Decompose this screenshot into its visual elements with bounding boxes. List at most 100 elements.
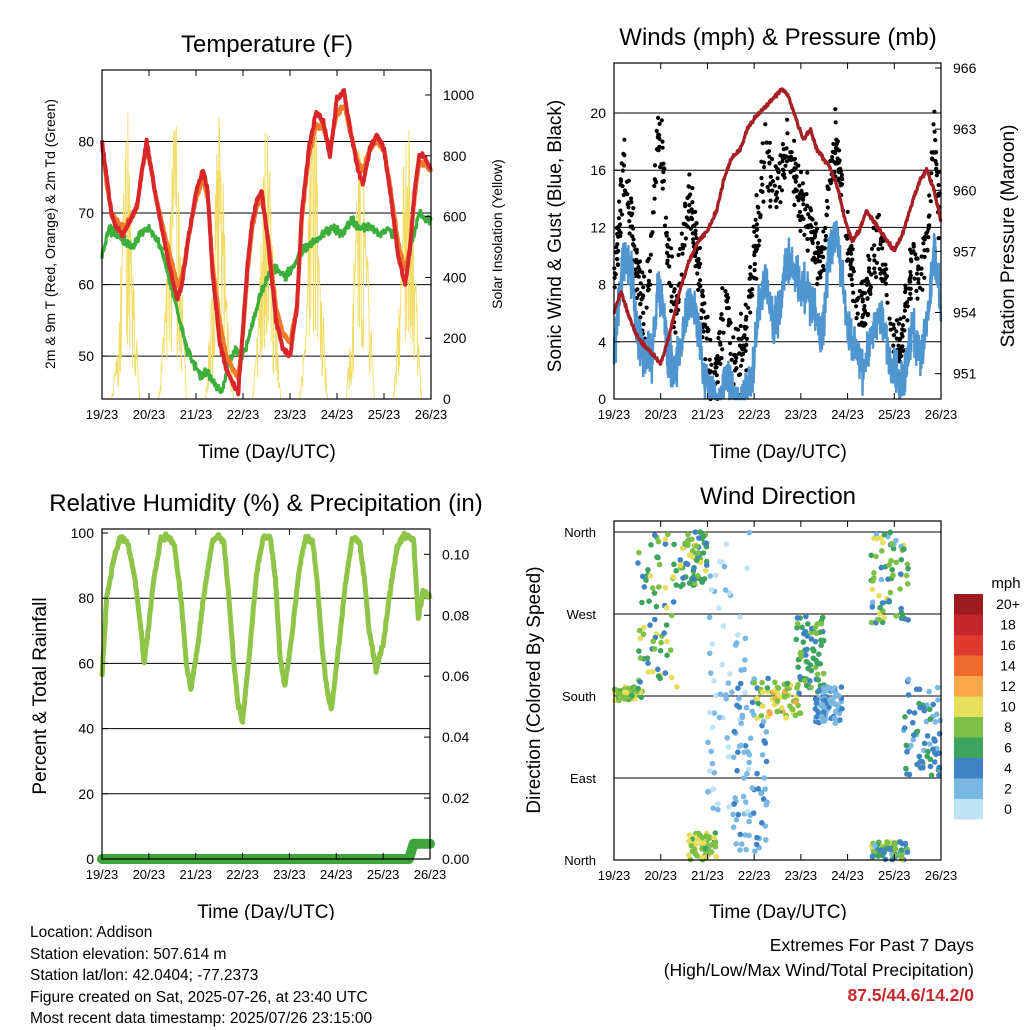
direction-point (737, 831, 744, 838)
direction-point (904, 561, 911, 568)
gust-point (615, 257, 620, 262)
gust-point (916, 264, 921, 269)
gust-point (802, 232, 807, 237)
direction-point (742, 635, 749, 642)
gust-point (820, 255, 826, 260)
gust-point (709, 362, 714, 367)
gust-point (837, 148, 842, 153)
gust-point (914, 271, 920, 276)
gust-point (798, 218, 803, 223)
gust-point (838, 181, 843, 186)
direction-point (804, 646, 810, 653)
gust-point (793, 161, 798, 166)
direction-point (819, 701, 826, 708)
gust-point (634, 250, 639, 255)
gust-point (618, 208, 623, 213)
direction-point (872, 842, 878, 849)
direction-point (796, 690, 802, 696)
winds-panel: Winds (mph) & Pressure (mb) 0 4 8 12 16 20 951… (545, 24, 1019, 463)
gust-point (618, 233, 623, 239)
direction-point (897, 586, 903, 592)
gust-point (753, 248, 758, 253)
direction-point (747, 735, 754, 742)
gust-point (897, 337, 902, 343)
direction-point (725, 680, 732, 686)
gust-point (869, 272, 874, 277)
gust-point (698, 283, 703, 288)
temperature-ylabel-left: 2m & 9m T (Red, Orange) & 2m Td (Green) (42, 99, 58, 369)
speed-legend-title: mph (991, 575, 1020, 592)
direction-point (722, 587, 729, 593)
direction-point (702, 845, 709, 852)
y-tick-label-right: 963 (953, 121, 977, 137)
gust-point (690, 200, 695, 205)
direction-point (663, 622, 670, 628)
gust-point (837, 158, 842, 163)
direction-point (886, 562, 892, 568)
gust-point (932, 109, 937, 114)
gust-point (622, 137, 627, 142)
direction-point (914, 728, 921, 735)
y-tick-label-right: 951 (953, 366, 977, 382)
direction-point (803, 682, 810, 689)
gust-point (728, 351, 733, 356)
gust-point (879, 276, 884, 281)
gust-point (718, 316, 724, 321)
gust-point (845, 209, 850, 214)
gust-point (796, 213, 801, 219)
direction-point (662, 536, 668, 543)
direction-point (693, 557, 700, 563)
x-tick-label: 21/23 (691, 407, 724, 422)
y-tick-label: 16 (590, 162, 606, 178)
gust-point (792, 138, 797, 143)
y-tick-label-right: 0.02 (442, 790, 469, 806)
direction-point (667, 647, 674, 653)
direction-point (927, 716, 934, 722)
direction-point (893, 613, 899, 619)
direction-point (655, 666, 661, 673)
direction-point (690, 576, 697, 582)
direction-point (743, 846, 749, 853)
gust-point (876, 247, 881, 252)
gust-point (693, 264, 698, 269)
direction-point (899, 613, 906, 620)
direction-point (671, 541, 677, 548)
x-tick-label: 26/23 (414, 867, 447, 882)
gust-point (758, 215, 763, 220)
humidity-ylabel-left: Percent & Total Rainfall (30, 597, 51, 794)
gust-point (702, 301, 707, 306)
direction-point (729, 689, 735, 695)
gust-point (731, 335, 736, 340)
gust-point (836, 167, 841, 172)
x-tick-label: 19/23 (86, 407, 119, 422)
direction-point (733, 817, 740, 823)
gust-point (872, 253, 877, 258)
gust-point (920, 287, 925, 292)
temperature-xlabel: Time (Day/UTC) (198, 442, 336, 463)
direction-point (902, 714, 908, 720)
legend-swatch (954, 676, 983, 697)
gust-point (754, 222, 760, 227)
gust-point (933, 138, 938, 143)
gust-point (780, 167, 785, 172)
gust-point (767, 140, 772, 145)
direction-point (765, 675, 771, 682)
direction-point (881, 615, 887, 621)
direction-point (901, 546, 907, 552)
gust-point (799, 214, 804, 219)
gust-point (912, 276, 917, 281)
gust-point (911, 249, 916, 254)
gust-point (908, 273, 914, 278)
legend-swatch (954, 778, 983, 799)
gust-point (762, 165, 767, 170)
gust-point (797, 209, 803, 214)
direction-point (925, 748, 931, 755)
gust-point (685, 195, 690, 201)
gust-point (748, 294, 753, 299)
gust-point (782, 155, 787, 160)
gust-point (735, 327, 741, 332)
gust-point (932, 150, 937, 155)
direction-point (742, 743, 749, 749)
legend-swatch (954, 758, 983, 779)
direction-point (742, 657, 748, 663)
